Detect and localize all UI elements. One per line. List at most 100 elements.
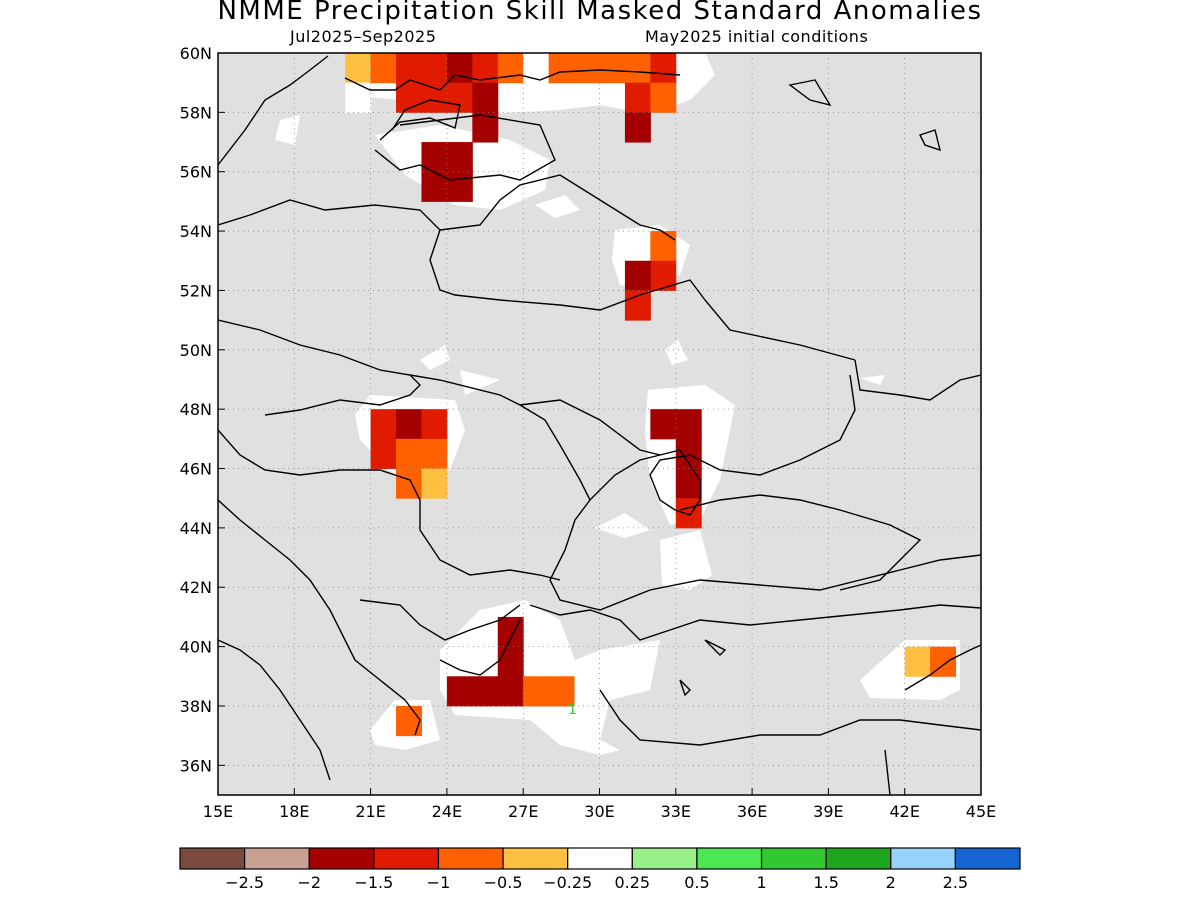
graticule — [218, 53, 981, 795]
colorbar: −2.5 −2 −1.5 −1 −0.5 −0.25 0.25 0.5 1 1.5 2 2.5 — [179, 847, 1021, 892]
anomaly-cell — [370, 438, 397, 470]
colorbar-swatch — [308, 847, 375, 870]
colorbar-label: −0.25 — [543, 873, 592, 892]
anomaly-cell — [396, 409, 422, 440]
colorbar-swatch — [760, 847, 827, 870]
initial-conditions: May2025 initial conditions — [645, 27, 869, 46]
anomaly-cell — [548, 53, 575, 84]
anomaly-cells — [345, 53, 957, 737]
lon-tick-label: 33E — [661, 802, 691, 821]
anomaly-cell — [421, 53, 448, 84]
colorbar-swatch — [437, 847, 504, 870]
colorbar-swatch — [954, 847, 1021, 870]
lat-tick-label: 60N — [180, 44, 212, 63]
anomaly-cell — [446, 142, 473, 173]
lon-tick-label: 39E — [813, 802, 843, 821]
anomaly-cell — [904, 646, 931, 677]
colorbar-swatch — [890, 847, 956, 870]
lon-tick-label: 42E — [889, 802, 919, 821]
anomaly-cell — [624, 53, 651, 84]
anomaly-cell — [472, 82, 499, 113]
anomaly-cell — [650, 82, 677, 113]
lat-tick-label: 52N — [180, 281, 212, 300]
lon-tick-label: 15E — [203, 802, 233, 821]
lon-tick-label: 30E — [584, 802, 614, 821]
colorbar-label: 1 — [756, 873, 766, 892]
lat-tick-label: 48N — [180, 400, 212, 419]
lat-tick-label: 46N — [180, 460, 212, 479]
anomaly-cell — [497, 676, 524, 707]
colorbar-swatch — [631, 847, 698, 870]
colorbar-label: −2.5 — [225, 873, 264, 892]
lon-tick-label: 21E — [355, 802, 385, 821]
anomaly-cell — [675, 468, 702, 499]
anomaly-cell — [675, 409, 702, 440]
colorbar-swatch — [502, 847, 569, 870]
anomaly-cell — [497, 53, 524, 54]
colorbar-swatch — [567, 847, 633, 870]
anomaly-cell — [446, 171, 473, 202]
lon-tick-label: 45E — [966, 802, 996, 821]
lat-tick-label: 44N — [180, 519, 212, 538]
anomaly-cell — [624, 260, 651, 291]
anomaly-cell — [523, 53, 550, 54]
anomaly-cell — [421, 438, 448, 470]
colorbar-label: 2.5 — [943, 873, 968, 892]
anomaly-cell — [396, 53, 422, 84]
anomaly-cell — [650, 231, 677, 262]
anomaly-cell — [624, 82, 651, 113]
anomaly-cell — [548, 676, 575, 707]
anomaly-cell — [624, 112, 651, 143]
contour-label: 1 — [568, 702, 577, 718]
axis-ticks: 15E 18E 21E 24E 27E 30E 33E 36E 39E 42E 45E 60N 58N 5… — [180, 44, 997, 821]
lat-tick-label: 54N — [180, 222, 212, 241]
anomaly-cell — [421, 468, 448, 499]
lon-tick-label: 18E — [279, 802, 309, 821]
colorbar-label: −2 — [297, 873, 321, 892]
anomaly-cell — [345, 53, 372, 84]
colorbar-label: 0.25 — [614, 873, 650, 892]
anomaly-cell — [675, 438, 702, 470]
lat-tick-label: 42N — [180, 578, 212, 597]
lon-tick-label: 36E — [737, 802, 767, 821]
lon-tick-label: 24E — [432, 802, 462, 821]
lat-tick-label: 50N — [180, 341, 212, 360]
colorbar-label: −0.5 — [484, 873, 523, 892]
anomaly-cell — [446, 676, 473, 707]
anomaly-cell — [396, 705, 422, 737]
colorbar-swatch — [696, 847, 763, 870]
valid-period: Jul2025–Sep2025 — [290, 27, 437, 46]
colorbar-label: −1.5 — [354, 873, 393, 892]
anomaly-cell — [472, 676, 499, 707]
lat-tick-label: 56N — [180, 163, 212, 182]
colorbar-swatch — [244, 847, 310, 870]
anomaly-cell — [345, 82, 372, 113]
colorbar-label: 0.5 — [684, 873, 709, 892]
lat-tick-label: 36N — [180, 756, 212, 775]
anomaly-cell — [396, 468, 422, 499]
colorbar-label: 2 — [886, 873, 896, 892]
anomaly-cell — [396, 438, 422, 470]
lat-tick-label: 40N — [180, 638, 212, 657]
anomaly-cell — [650, 53, 677, 84]
lon-tick-label: 27E — [508, 802, 538, 821]
anomaly-cell — [523, 676, 550, 707]
coastlines-borders — [218, 55, 981, 795]
anomaly-cell — [421, 409, 448, 440]
lat-tick-label: 58N — [180, 103, 212, 122]
colorbar-swatch — [179, 847, 246, 870]
colorbar-label: −1 — [427, 873, 451, 892]
anomaly-cell — [370, 53, 397, 84]
anomaly-cell — [624, 290, 651, 321]
colorbar-label: 1.5 — [813, 873, 838, 892]
colorbar-swatch — [373, 847, 440, 870]
colorbar-swatch — [825, 847, 892, 870]
lat-tick-label: 38N — [180, 697, 212, 716]
anomaly-cell — [650, 260, 677, 291]
anomaly-cell — [497, 53, 524, 84]
map-title: NMME Precipitation Skill Masked Standard… — [217, 0, 983, 26]
anomaly-cell — [497, 646, 524, 677]
anomaly-cell — [574, 53, 600, 84]
anomaly-cell — [599, 53, 626, 84]
